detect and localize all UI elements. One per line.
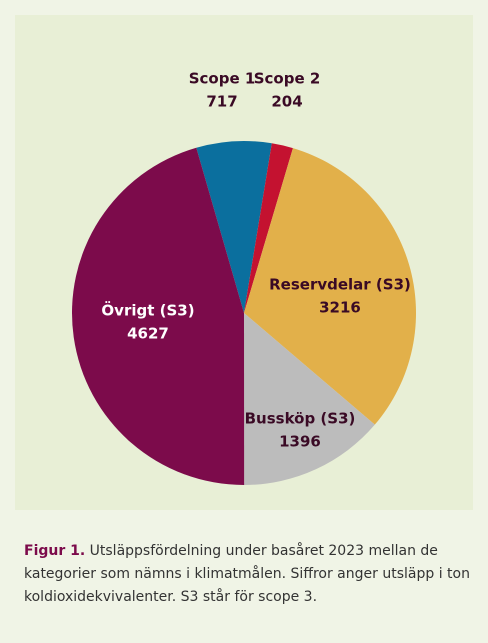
slice-value: 204 (271, 93, 302, 111)
slice-value: 3216 (319, 299, 361, 317)
slice-label: Övrigt (S3) (101, 301, 194, 320)
caption-text: Utsläppsfördelning under basåret 2023 me… (24, 543, 470, 605)
slice-value: 717 (206, 93, 237, 111)
slice-label: Reservdelar (S3) (269, 276, 411, 294)
caption-label: Figur 1. (24, 543, 86, 559)
slice-value: 4627 (127, 325, 169, 343)
slice-label: Bussköp (S3) (245, 410, 356, 428)
chart: Scope 1 717 Scope 2 204 Reservdelar (S3) 3216… (72, 70, 417, 486)
pie-slice (244, 148, 417, 425)
pie-slice (244, 313, 375, 485)
pie-slice (244, 143, 293, 313)
slice-label: Scope 1 (189, 70, 256, 88)
pie-slice (196, 141, 272, 313)
slice-label: Scope 2 (254, 70, 321, 88)
slice-value: 1396 (279, 433, 321, 451)
caption: Figur 1. Utsläppsfördelning under basåre… (24, 540, 474, 609)
pie-slice (72, 147, 245, 486)
